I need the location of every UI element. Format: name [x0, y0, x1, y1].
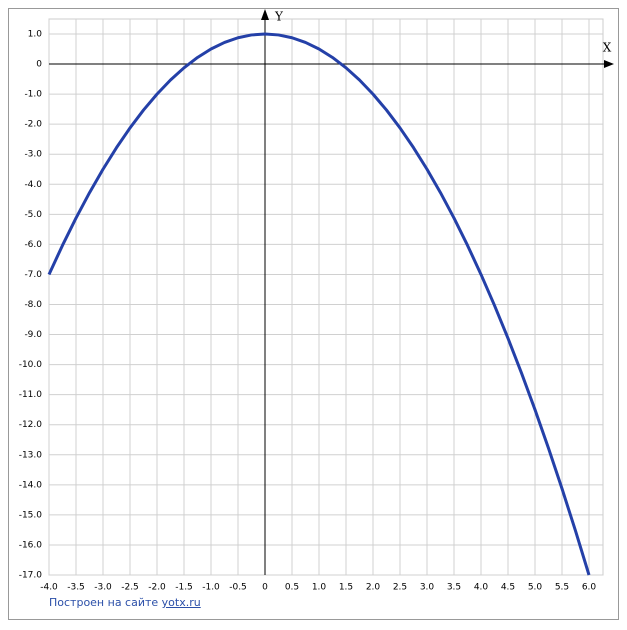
y-tick-label: -3.0 — [24, 150, 42, 160]
x-tick-label: 3.5 — [447, 583, 461, 593]
y-tick-label: -10.0 — [19, 360, 43, 370]
y-tick-label: -11.0 — [19, 390, 43, 400]
footer-link[interactable]: yotx.ru — [161, 596, 201, 609]
x-tick-label: -0.5 — [229, 583, 247, 593]
footer: Построен на сайте yotx.ru — [49, 596, 201, 609]
y-tick-label: -16.0 — [19, 540, 43, 550]
x-tick-label: 2.5 — [393, 583, 407, 593]
x-tick-label: 4.5 — [501, 583, 515, 593]
x-tick-label: 4.0 — [474, 583, 489, 593]
x-tick-label: -4.0 — [40, 583, 58, 593]
y-tick-label: -1.0 — [24, 90, 42, 100]
plot-area — [48, 18, 604, 576]
y-tick-label: -12.0 — [19, 420, 43, 430]
y-axis-label: Y — [274, 10, 284, 24]
y-tick-label: -4.0 — [24, 180, 42, 190]
x-tick-label: 5.0 — [528, 583, 543, 593]
x-tick-label: 1.5 — [339, 583, 353, 593]
x-tick-label: 0 — [262, 583, 268, 593]
x-tick-label: 6.0 — [582, 583, 597, 593]
y-axis-arrow — [261, 9, 269, 20]
y-tick-label: -14.0 — [19, 480, 43, 490]
x-tick-label: -1.5 — [175, 583, 193, 593]
y-tick-label: -5.0 — [24, 210, 42, 220]
y-tick-label: 1.0 — [28, 30, 43, 40]
y-tick-label: 0 — [36, 60, 42, 70]
y-tick-label: -2.0 — [24, 120, 42, 130]
y-tick-label: -17.0 — [19, 571, 43, 581]
x-tick-label: 0.5 — [285, 583, 299, 593]
frame — [8, 8, 619, 620]
x-axis-label: X — [603, 41, 612, 55]
x-tick-label: 2.0 — [366, 583, 381, 593]
x-axis-arrow — [604, 60, 614, 69]
x-tick-label: 1.0 — [312, 583, 327, 593]
y-tick-label: -8.0 — [24, 300, 42, 310]
x-tick-label: -2.5 — [121, 583, 139, 593]
y-tick-label: -13.0 — [19, 450, 43, 460]
y-tick-label: -9.0 — [24, 330, 42, 340]
x-tick-label: -1.0 — [202, 583, 220, 593]
y-tick-label: -15.0 — [19, 510, 43, 520]
footer-text: Построен на сайте — [49, 596, 159, 609]
x-tick-label: -3.5 — [67, 583, 85, 593]
x-tick-label: 5.5 — [555, 583, 569, 593]
x-tick-label: -2.0 — [148, 583, 166, 593]
y-tick-label: -6.0 — [24, 240, 42, 250]
curve — [47, 32, 591, 576]
x-tick-label: 3.0 — [420, 583, 435, 593]
y-tick-label: -7.0 — [24, 270, 42, 280]
x-tick-label: -3.0 — [94, 583, 112, 593]
